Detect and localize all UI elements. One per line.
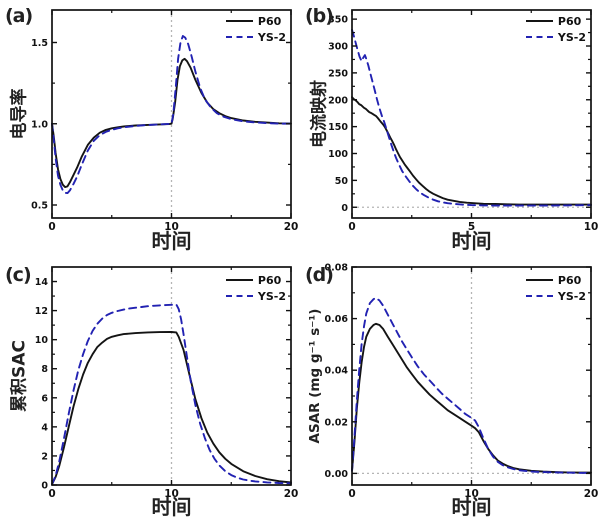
plot-area-d: 0 10 20 0.00 0.02 0.04 0.06 0.08 — [325, 263, 599, 501]
svg-text:0: 0 — [348, 221, 355, 233]
svg-text:8: 8 — [41, 364, 48, 375]
svg-text:2: 2 — [41, 451, 48, 462]
x-axis-label-a: 时间 — [151, 229, 192, 253]
svg-text:4: 4 — [41, 422, 48, 433]
legend-label-ys2: YS-2 — [257, 289, 286, 303]
panel-label-c: (c) — [5, 264, 32, 286]
svg-text:0.5: 0.5 — [31, 201, 48, 212]
legend-line-ys2 — [525, 295, 553, 297]
svg-text:10: 10 — [584, 221, 599, 233]
legend-line-ys2 — [225, 295, 253, 297]
y-axis-label-d: ASAR (mg g⁻¹ s⁻¹) — [307, 308, 323, 444]
svg-text:200: 200 — [328, 95, 348, 106]
svg-text:0.08: 0.08 — [325, 263, 349, 274]
legend-b: P60 YS-2 — [525, 13, 586, 45]
x-axis-label-b: 时间 — [451, 229, 492, 253]
svg-text:0: 0 — [48, 221, 55, 233]
svg-text:0.00: 0.00 — [325, 469, 349, 480]
svg-text:10: 10 — [164, 221, 179, 233]
svg-text:1.5: 1.5 — [31, 38, 48, 49]
legend-line-ys2 — [525, 36, 553, 38]
legend-item-ys2: YS-2 — [225, 29, 286, 45]
legend-label-ys2: YS-2 — [557, 289, 586, 303]
legend-item-p60: P60 — [525, 272, 586, 288]
svg-text:10: 10 — [164, 488, 179, 500]
legend-item-ys2: YS-2 — [525, 288, 586, 304]
legend-label-p60: P60 — [257, 14, 282, 28]
svg-text:14: 14 — [35, 277, 49, 288]
svg-text:150: 150 — [328, 122, 348, 133]
panel-label-d: (d) — [305, 264, 334, 286]
x-axis-label-c: 时间 — [151, 495, 192, 519]
y-axis-label-c: 累积SAC — [9, 340, 30, 412]
x-axis-label-d: 时间 — [451, 495, 492, 519]
legend-item-ys2: YS-2 — [225, 288, 286, 304]
svg-text:0: 0 — [341, 203, 348, 214]
panel-b: 0 5 10 0 50 100 150 200 250 300 350 (b) 电流映射 时间 P6… — [300, 0, 600, 259]
plot-area-c: 0 10 20 0 2 4 6 8 10 12 14 — [35, 266, 299, 500]
legend-a: P60 YS-2 — [225, 13, 286, 45]
panel-d: 0 10 20 0.00 0.02 0.04 0.06 0.08 (d) ASAR (mg g… — [300, 259, 600, 519]
legend-item-p60: P60 — [225, 272, 286, 288]
legend-line-p60 — [525, 279, 553, 281]
panel-label-b: (b) — [305, 5, 334, 27]
legend-line-p60 — [225, 279, 253, 281]
panel-c: 0 10 20 0 2 4 6 8 10 12 14 (c) 累积SAC 时间 P60 YS-2 — [0, 259, 300, 519]
svg-text:100: 100 — [328, 149, 348, 160]
svg-text:250: 250 — [328, 68, 348, 79]
svg-text:0.02: 0.02 — [325, 417, 348, 428]
panel-label-a: (a) — [5, 5, 33, 27]
svg-text:0: 0 — [348, 488, 355, 500]
svg-text:10: 10 — [464, 488, 479, 500]
legend-line-ys2 — [225, 36, 253, 38]
legend-item-p60: P60 — [525, 13, 586, 29]
legend-label-p60: P60 — [257, 273, 282, 287]
svg-text:6: 6 — [41, 393, 48, 404]
legend-label-p60: P60 — [557, 14, 582, 28]
y-axis-label-b: 电流映射 — [309, 80, 330, 148]
svg-text:10: 10 — [35, 335, 49, 346]
legend-c: P60 YS-2 — [225, 272, 286, 304]
panel-a: 0 10 20 0.5 1.0 1.5 (a) 电导率 时间 P60 YS-2 — [0, 0, 300, 259]
svg-text:0: 0 — [41, 481, 48, 492]
legend-line-p60 — [525, 20, 553, 22]
legend-d: P60 YS-2 — [525, 272, 586, 304]
plot-area-a: 0 10 20 0.5 1.0 1.5 — [31, 9, 299, 233]
svg-text:0: 0 — [48, 488, 55, 500]
svg-text:20: 20 — [284, 488, 299, 500]
svg-text:5: 5 — [468, 221, 475, 233]
legend-label-p60: P60 — [557, 273, 582, 287]
y-axis-label-a: 电导率 — [9, 88, 30, 140]
svg-text:1.0: 1.0 — [31, 119, 48, 130]
svg-text:50: 50 — [335, 176, 349, 187]
svg-text:20: 20 — [284, 221, 299, 233]
svg-text:20: 20 — [584, 488, 599, 500]
svg-text:300: 300 — [328, 42, 348, 53]
legend-item-p60: P60 — [225, 13, 286, 29]
svg-text:12: 12 — [35, 306, 48, 317]
legend-item-ys2: YS-2 — [525, 29, 586, 45]
svg-text:0.06: 0.06 — [325, 314, 349, 325]
legend-label-ys2: YS-2 — [557, 30, 586, 44]
legend-line-p60 — [225, 20, 253, 22]
svg-text:350: 350 — [328, 15, 348, 26]
svg-text:0.04: 0.04 — [325, 366, 349, 377]
legend-label-ys2: YS-2 — [257, 30, 286, 44]
